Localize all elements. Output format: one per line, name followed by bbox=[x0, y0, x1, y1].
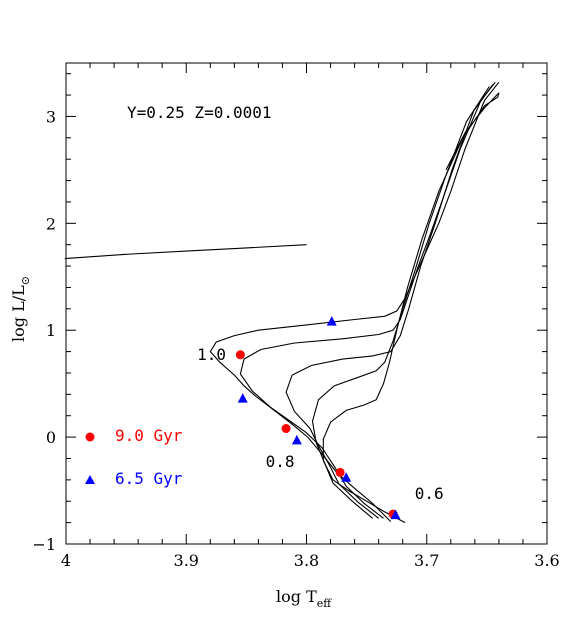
marker-9gyr bbox=[235, 350, 245, 360]
marker-6.5gyr bbox=[341, 472, 352, 482]
y-tick-label: 0 bbox=[46, 428, 56, 447]
track-line-3 bbox=[311, 86, 490, 519]
mass-label: 1.0 bbox=[197, 345, 226, 364]
x-tick-label: 4 bbox=[61, 551, 71, 570]
legend-label-6.5gyr: 6.5 Gyr bbox=[115, 469, 183, 488]
x-tick-label: 3.6 bbox=[534, 551, 559, 570]
axis-ticks bbox=[65, 63, 548, 545]
marker-6.5gyr bbox=[390, 509, 401, 520]
y-tick-label: 1 bbox=[46, 321, 56, 340]
legend-marker-9gyr bbox=[85, 432, 95, 442]
track-line-1 bbox=[239, 81, 496, 519]
y-tick-label: 3 bbox=[46, 107, 56, 126]
age-markers bbox=[235, 316, 401, 520]
marker-6.5gyr bbox=[291, 434, 302, 445]
plot-frame bbox=[65, 62, 548, 545]
marker-9gyr bbox=[335, 467, 345, 477]
track-line-5 bbox=[64, 244, 307, 260]
x-tick-label: 3.8 bbox=[294, 551, 319, 570]
x-tick-label: 3.9 bbox=[174, 551, 199, 570]
mass-label: 0.8 bbox=[266, 452, 295, 471]
x-axis-label: log Teff bbox=[276, 587, 332, 610]
mass-label: 0.6 bbox=[415, 484, 444, 503]
legend-label-9gyr: 9.0 Gyr bbox=[115, 426, 183, 445]
marker-9gyr bbox=[281, 424, 291, 434]
marker-6.5gyr bbox=[237, 393, 248, 403]
legend-marker-6.5gyr bbox=[85, 475, 95, 484]
y-axis-label: log L/L⊙ bbox=[9, 276, 32, 342]
legend: 9.0 Gyr 6.5 Gyr bbox=[85, 426, 183, 488]
x-tick-label: 3.7 bbox=[414, 551, 439, 570]
y-tick-label: 2 bbox=[46, 214, 56, 233]
evolutionary-tracks bbox=[64, 81, 500, 524]
track-line-4 bbox=[322, 92, 500, 524]
chart-labels: 4 3.9 3.8 3.7 3.6 −1 0 1 2 3 1.0 0.8 0.6 bbox=[32, 107, 559, 570]
composition-label: Y=0.25 Z=0.0001 bbox=[127, 103, 272, 122]
track-line-0 bbox=[209, 81, 500, 522]
y-tick-label: −1 bbox=[32, 535, 56, 554]
marker-6.5gyr bbox=[326, 316, 337, 326]
track-line-2 bbox=[285, 84, 494, 519]
